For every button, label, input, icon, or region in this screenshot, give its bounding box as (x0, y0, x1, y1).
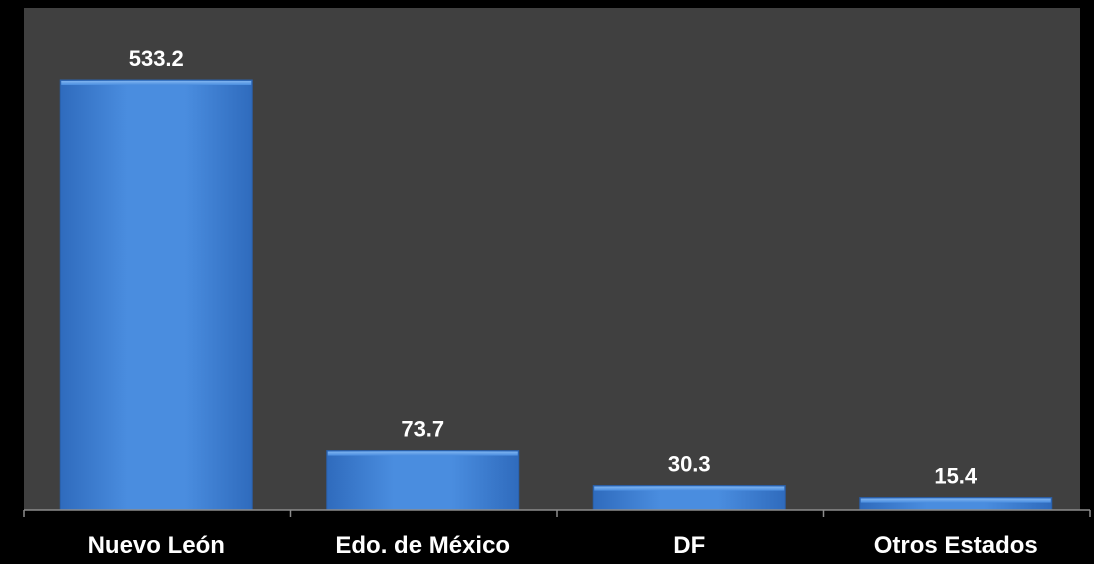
bar-otros-estados-highlight (860, 498, 1051, 503)
category-label-df: DF (673, 532, 705, 559)
bar-nuevo-leon-highlight (61, 81, 252, 85)
bar-nuevo-leon-body (59, 79, 253, 511)
category-label-nuevo-leon: Nuevo León (88, 532, 225, 559)
value-label-edo-de-mexico: 73.7 (401, 417, 444, 442)
value-labels-layer: 533.2 73.7 30.3 15.4 (129, 46, 978, 489)
bar-otros-estados (859, 497, 1053, 511)
value-label-nuevo-leon: 533.2 (129, 46, 184, 71)
bar-nuevo-leon (59, 79, 253, 511)
x-axis-ticks (23, 510, 1091, 517)
bar-edo-de-mexico-body (326, 450, 520, 511)
category-label-otros-estados: Otros Estados (874, 532, 1038, 559)
bar-edo-de-mexico (326, 450, 520, 511)
bar-df (592, 485, 786, 511)
category-labels-layer: Nuevo León Edo. de México DF Otros Estados (88, 532, 1038, 559)
bar-df-highlight (594, 486, 785, 491)
value-label-df: 30.3 (668, 452, 711, 477)
category-label-edo-de-mexico: Edo. de México (335, 532, 510, 559)
bar-edo-de-mexico-highlight (327, 451, 518, 456)
bars-layer (59, 79, 1053, 511)
value-label-otros-estados: 15.4 (934, 464, 978, 489)
